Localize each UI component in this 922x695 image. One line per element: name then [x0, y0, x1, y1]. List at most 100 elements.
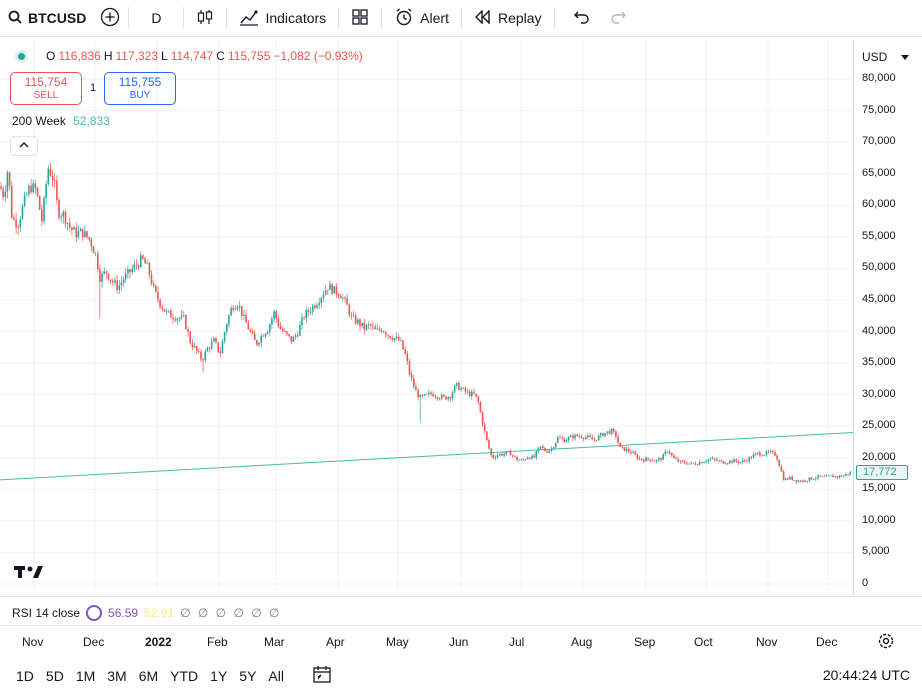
- range-button-5y[interactable]: 5Y: [239, 668, 257, 684]
- top-toolbar: BTCUSD D Indicators Alert: [0, 0, 922, 37]
- candle-body: [780, 466, 783, 472]
- chart-type-button[interactable]: [192, 0, 218, 37]
- close-label: C: [216, 49, 225, 63]
- candle-body: [789, 476, 791, 480]
- candle-body: [305, 310, 308, 318]
- candle-body: [176, 318, 179, 321]
- date-range-button[interactable]: [312, 664, 332, 689]
- candle-body: [673, 455, 675, 459]
- candle-body: [716, 459, 718, 461]
- candle-body: [619, 442, 621, 447]
- candle-body: [679, 460, 682, 462]
- range-button-ytd[interactable]: YTD: [170, 668, 199, 684]
- candle-body: [374, 326, 376, 330]
- range-button-all[interactable]: All: [268, 668, 284, 684]
- candle-body: [787, 478, 789, 480]
- buy-label: BUY: [129, 90, 151, 101]
- candle-body: [413, 378, 415, 387]
- candle-body: [322, 295, 325, 299]
- candle-body: [408, 361, 411, 375]
- candle-body: [191, 343, 194, 348]
- candle-body: [365, 325, 368, 330]
- candle-body: [335, 286, 338, 295]
- candle-body: [107, 273, 110, 280]
- indicators-button[interactable]: Indicators: [235, 0, 330, 37]
- time-axis-label: Mar: [264, 635, 285, 649]
- indicators-label: Indicators: [265, 10, 327, 26]
- replay-button[interactable]: Replay: [470, 0, 546, 37]
- clock[interactable]: 20:44:24 UTC: [822, 667, 910, 683]
- symbol-search-button[interactable]: BTCUSD: [0, 0, 86, 37]
- candle-body: [823, 475, 826, 477]
- candle-body: [490, 448, 492, 455]
- candle-body: [129, 269, 131, 273]
- currency-selector[interactable]: USD: [862, 50, 910, 64]
- divider: [381, 7, 383, 29]
- ohlc-legend: O 116,836 H 117,323 L 114,747 C 115,755 …: [18, 49, 363, 63]
- price-axis[interactable]: USD 80,000 75,000 70,000 65,000 60,000 55,000…: [853, 40, 922, 595]
- candle-body: [724, 463, 727, 465]
- range-button-1m[interactable]: 1M: [75, 668, 96, 684]
- time-axis-label: Nov: [22, 635, 44, 649]
- candle-body: [445, 396, 447, 400]
- candle-body: [754, 453, 757, 455]
- candle-body: [834, 476, 836, 478]
- candle-body: [118, 285, 121, 290]
- candle-body: [531, 455, 533, 459]
- range-button-1d[interactable]: 1D: [16, 668, 34, 684]
- tradingview-logo[interactable]: [14, 564, 46, 585]
- candle-body: [380, 330, 383, 332]
- candle-body: [681, 460, 684, 462]
- candle-body: [769, 451, 772, 452]
- range-button-6m[interactable]: 6M: [138, 668, 159, 684]
- candle-body: [60, 216, 62, 218]
- range-button-3m[interactable]: 3M: [107, 668, 127, 684]
- candle-body: [705, 461, 707, 463]
- main-chart-pane[interactable]: [0, 40, 853, 595]
- divider: [183, 7, 185, 29]
- candle-body: [79, 228, 82, 232]
- chart-settings-button[interactable]: [877, 632, 895, 650]
- buy-button[interactable]: 115,755 BUY: [104, 72, 176, 105]
- candle-body: [249, 329, 252, 332]
- redo-button[interactable]: [601, 0, 635, 37]
- time-axis-label: Feb: [207, 635, 228, 649]
- candle-body: [585, 437, 587, 439]
- collapse-legend-button[interactable]: [10, 136, 38, 156]
- rsi-pane[interactable]: RSI 14 close 56.59 52.91 ∅ ∅ ∅ ∅ ∅ ∅: [0, 596, 922, 624]
- candle-body: [258, 342, 260, 345]
- interval-button[interactable]: D: [137, 0, 175, 37]
- compare-symbol-button[interactable]: [100, 0, 120, 37]
- candle-body: [802, 480, 804, 482]
- candle-body: [610, 429, 613, 434]
- layouts-button[interactable]: [347, 0, 373, 37]
- price-chart[interactable]: [0, 40, 853, 595]
- candle-body: [675, 458, 677, 460]
- candle-body: [737, 461, 740, 463]
- candle-body: [284, 331, 286, 332]
- time-axis[interactable]: Nov Dec 2022 Feb Mar Apr May Jun Jul Aug Sep Oct Nov…: [0, 625, 922, 655]
- sell-button[interactable]: 115,754 SELL: [10, 72, 82, 105]
- candle-body: [776, 455, 778, 460]
- ma-legend[interactable]: 200 Week 52,833: [12, 114, 110, 128]
- alert-button[interactable]: Alert: [390, 0, 453, 37]
- candle-body: [449, 397, 452, 399]
- candle-body: [350, 314, 353, 316]
- candle-body: [49, 168, 52, 176]
- candle-body: [127, 269, 129, 274]
- candle-body: [363, 322, 366, 330]
- candles: [0, 162, 851, 484]
- range-button-1y[interactable]: 1Y: [210, 668, 228, 684]
- candle-body: [597, 435, 600, 441]
- undo-button[interactable]: [563, 0, 601, 37]
- sell-price: 115,754: [24, 75, 68, 89]
- order-quantity[interactable]: 1: [90, 82, 97, 94]
- candle-body: [698, 462, 701, 465]
- range-button-5d[interactable]: 5D: [45, 668, 64, 684]
- candle-body: [711, 458, 714, 460]
- ma-name: 200 Week: [12, 114, 66, 128]
- candle-body: [370, 324, 372, 326]
- candle-body: [767, 451, 770, 453]
- candle-body: [146, 262, 148, 264]
- candle-body: [795, 480, 798, 483]
